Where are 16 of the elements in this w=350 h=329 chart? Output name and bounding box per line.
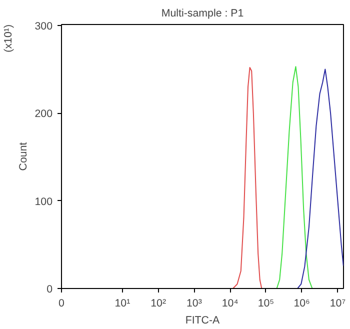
y-axis-title: Count bbox=[18, 142, 30, 171]
x-tick-label: 10⁴ bbox=[222, 298, 239, 310]
y-tick-label: 200 bbox=[34, 108, 53, 120]
y-tick-label: 300 bbox=[34, 20, 53, 32]
x-tick-label: 0 bbox=[58, 298, 65, 310]
chart-title: Multi-sample : P1 bbox=[161, 8, 244, 20]
y-tick-label: 100 bbox=[34, 196, 53, 208]
x-tick-label: 10⁷ bbox=[330, 298, 346, 310]
x-tick-label: 10¹ bbox=[114, 298, 131, 310]
x-tick-label: 10⁵ bbox=[258, 298, 274, 310]
x-tick-label: 10³ bbox=[186, 298, 202, 310]
x-tick-label: 10² bbox=[150, 298, 166, 310]
x-tick-label: 10⁶ bbox=[294, 298, 310, 310]
y-tick-label: 0 bbox=[46, 284, 53, 296]
text: (x10¹) bbox=[2, 24, 14, 52]
x-axis-title: FITC-A bbox=[185, 314, 221, 326]
